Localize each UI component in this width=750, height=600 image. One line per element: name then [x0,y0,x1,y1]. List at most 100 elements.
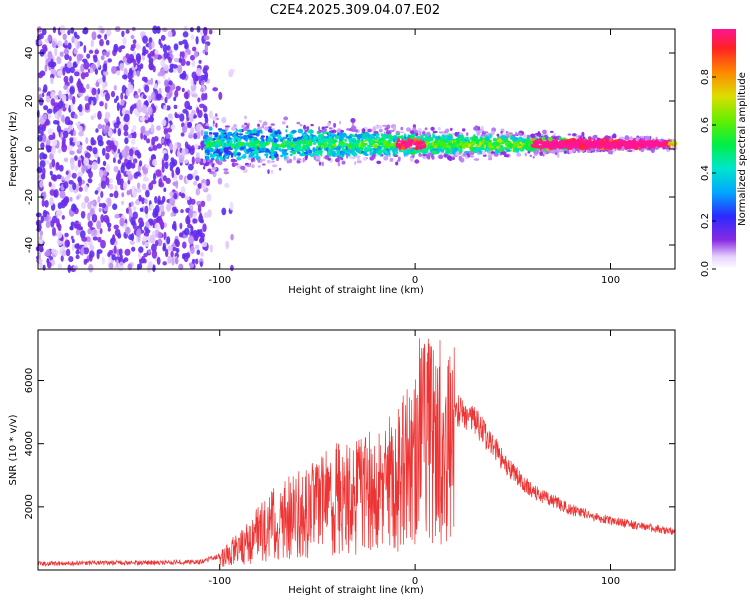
spectrogram-cell [267,138,272,142]
spectrogram-cell [293,144,299,147]
spectrogram-cell [195,258,199,265]
spectrogram-cell [260,137,264,140]
spectrogram-cell [328,135,331,141]
spectrogram-cell [171,256,175,266]
spectrogram-cell [223,137,226,141]
spectrogram-cell [97,88,101,95]
spectrogram-cell [288,158,293,164]
spectrogram-cell [143,49,149,55]
spectrogram-y-ticks: -40 -20 0 20 40 [24,47,675,253]
spectrogram-cell [529,154,533,157]
spectrogram-cell [541,136,546,142]
spectrogram-cell [376,160,382,165]
snr-y-label: SNR (10 * v/v) [8,414,19,485]
spectrogram-cell [193,93,198,98]
spectrogram-cell [129,240,135,246]
spectrogram-cell [615,139,619,142]
spectrogram-cell [476,130,481,136]
spectrogram-cell [182,31,189,38]
spectrogram-cell [319,133,322,139]
spectrogram-cell [57,223,62,232]
spectrogram-cell [35,219,42,227]
spectrogram-cell [74,165,79,172]
spectrogram-cell [346,154,349,159]
spectrogram-cell [454,131,459,137]
spectrogram-cell [546,141,550,145]
spectrogram-cell [471,137,477,142]
spectrogram-cell [333,122,337,128]
spectrogram-cell [245,131,251,135]
spectrogram-cell [473,126,478,131]
spectrogram-cell [419,140,423,145]
spectrogram-cell [203,131,207,136]
spectrogram-cell [215,113,218,117]
spectrogram-cell [174,257,179,265]
spectrogram-cell [100,55,105,61]
spectrogram-cell [124,145,130,153]
spectrogram-cell [78,103,83,113]
spectrogram-cell [209,147,214,152]
spectrogram-cell [66,239,70,248]
spectrogram-cell [125,161,132,170]
spectrogram-cell [40,142,45,150]
spectrogram-cell [123,130,129,137]
spectrogram-cell [42,264,46,271]
spectrogram-y-tick-label: 40 [24,47,35,60]
spectrogram-cell [195,124,201,133]
spectrogram-cell [303,151,309,155]
spectrogram-cell [494,149,500,154]
spectrogram-cell [633,143,637,147]
spectrogram-cell [327,122,331,127]
spectrogram-cell [265,135,269,138]
spectrogram-cell [97,34,102,39]
spectrogram-cell [278,131,282,135]
spectrogram-cell [357,133,364,136]
spectrogram-cell [138,246,144,253]
spectrogram-cell [101,51,107,56]
spectrogram-cell [337,162,341,167]
spectrogram-cell [217,128,223,131]
spectrogram-cell [445,128,450,133]
spectrogram-cell [81,202,87,209]
spectrogram-cell [163,153,169,162]
spectrogram-cell [662,142,668,147]
spectrogram-cell [327,143,332,147]
spectrogram-cell [170,250,174,258]
spectrogram-cell [149,203,154,209]
spectrogram-cell [323,142,328,146]
spectrogram-cell [376,136,378,139]
spectrogram-cell [226,139,231,144]
spectrogram-cell [98,207,102,213]
spectrogram-cell [111,66,117,74]
spectrogram-cell [175,85,181,92]
spectrogram-cell [249,163,252,165]
spectrogram-cell [292,137,298,142]
spectrogram-cell [203,158,206,164]
spectrogram-cell [224,156,229,159]
spectrogram-cell [458,148,462,153]
spectrogram-cell [575,148,580,152]
spectrogram-cell [191,59,196,67]
spectrogram-cell [541,144,546,148]
spectrogram-cell [558,146,563,149]
spectrogram-cell [61,94,67,102]
spectrogram-cell [93,113,97,119]
spectrogram-cell [645,140,650,144]
spectrogram-cell [243,153,247,156]
spectrogram-cell [525,139,531,145]
spectrogram-cell [42,153,48,160]
spectrogram-cell [121,192,125,198]
spectrogram-cell [141,104,148,114]
spectrogram-cell [160,34,166,41]
spectrogram-cell [138,160,143,167]
spectrogram-cell [425,148,429,154]
spectrogram-cell [236,153,241,156]
spectrogram-cell [178,41,183,46]
spectrogram-cell [170,124,176,130]
spectrogram-cell [632,140,636,144]
spectrogram-cell [265,155,268,159]
spectrogram-cell [99,38,104,47]
spectrogram-cell [416,136,421,139]
spectrogram-cell [560,143,564,147]
spectrogram-cell [72,95,76,105]
